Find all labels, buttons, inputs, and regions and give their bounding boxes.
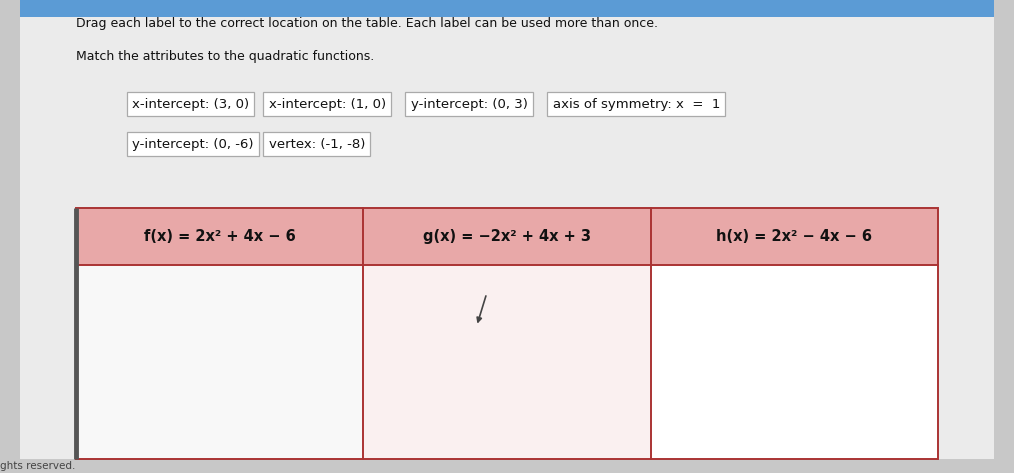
Bar: [76, 208, 938, 459]
Text: y-intercept: (0, 3): y-intercept: (0, 3): [411, 97, 527, 111]
Bar: [76, 265, 363, 459]
Text: ghts reserved.: ghts reserved.: [0, 461, 75, 471]
Bar: [651, 265, 938, 459]
Text: vertex: (-1, -8): vertex: (-1, -8): [269, 138, 365, 151]
Bar: [651, 208, 938, 265]
Text: g(x) = −2x² + 4x + 3: g(x) = −2x² + 4x + 3: [423, 229, 591, 244]
Text: axis of symmetry: x  =  1: axis of symmetry: x = 1: [553, 97, 720, 111]
Text: x-intercept: (3, 0): x-intercept: (3, 0): [132, 97, 249, 111]
Bar: [20, 0, 994, 17]
Text: Drag each label to the correct location on the table. Each label can be used mor: Drag each label to the correct location …: [76, 17, 658, 29]
Text: x-intercept: (1, 0): x-intercept: (1, 0): [269, 97, 386, 111]
Text: y-intercept: (0, -6): y-intercept: (0, -6): [132, 138, 254, 151]
Text: Match the attributes to the quadratic functions.: Match the attributes to the quadratic fu…: [76, 50, 374, 62]
Bar: [76, 208, 363, 265]
Text: f(x) = 2x² + 4x − 6: f(x) = 2x² + 4x − 6: [144, 229, 295, 244]
Bar: [363, 208, 651, 265]
Text: h(x) = 2x² − 4x − 6: h(x) = 2x² − 4x − 6: [716, 229, 872, 244]
Bar: [363, 265, 651, 459]
